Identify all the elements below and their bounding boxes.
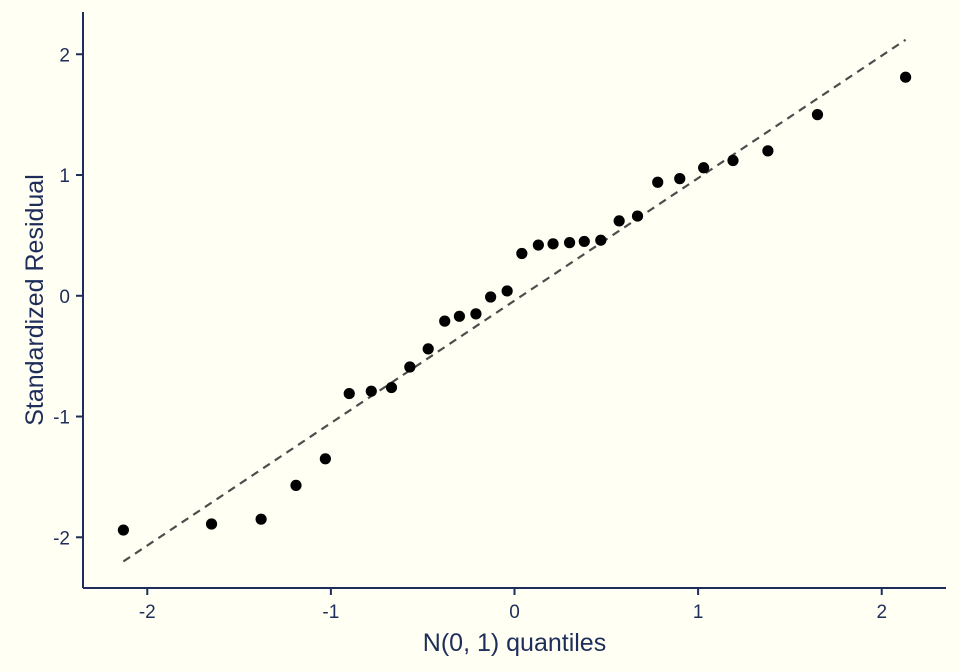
- data-point: [205, 518, 218, 530]
- data-point: [343, 387, 355, 400]
- x-tick-label: 2: [876, 602, 887, 623]
- data-point: [727, 154, 739, 167]
- y-tick-label: 1: [59, 166, 70, 187]
- y-tick-label: 2: [59, 45, 70, 66]
- data-point: [422, 343, 434, 355]
- data-point: [652, 176, 664, 188]
- data-point: [532, 239, 544, 251]
- y-axis-title: Standardized Residual: [21, 174, 49, 426]
- data-point: [762, 145, 774, 157]
- x-tick-label: 1: [693, 602, 704, 623]
- data-point: [319, 453, 331, 465]
- data-point: [385, 381, 398, 394]
- x-tick-label: 0: [509, 602, 520, 623]
- x-tick-label: -2: [139, 602, 156, 623]
- y-tick-label: 0: [59, 287, 70, 308]
- data-point: [900, 71, 912, 83]
- data-point: [547, 238, 559, 250]
- data-point: [404, 361, 416, 373]
- data-point: [578, 235, 590, 248]
- data-point: [674, 173, 686, 185]
- data-point: [439, 315, 451, 327]
- data-point: [613, 215, 625, 227]
- data-point: [698, 162, 710, 174]
- x-tick-label: -1: [322, 602, 339, 623]
- data-point: [516, 247, 528, 260]
- data-point: [290, 479, 302, 491]
- data-point: [563, 237, 576, 249]
- data-point: [811, 109, 824, 121]
- x-axis-title: N(0, 1) quantiles: [423, 629, 606, 657]
- data-point: [631, 210, 644, 222]
- data-point: [365, 385, 377, 397]
- data-point: [117, 524, 129, 536]
- data-point: [255, 513, 267, 525]
- y-tick-label: -2: [53, 528, 70, 549]
- data-point: [470, 308, 482, 320]
- data-point: [501, 285, 513, 297]
- data-point: [453, 310, 466, 322]
- reference-line: [122, 38, 907, 563]
- y-tick-label: -1: [53, 408, 70, 429]
- data-point: [595, 234, 607, 246]
- data-point: [485, 291, 497, 303]
